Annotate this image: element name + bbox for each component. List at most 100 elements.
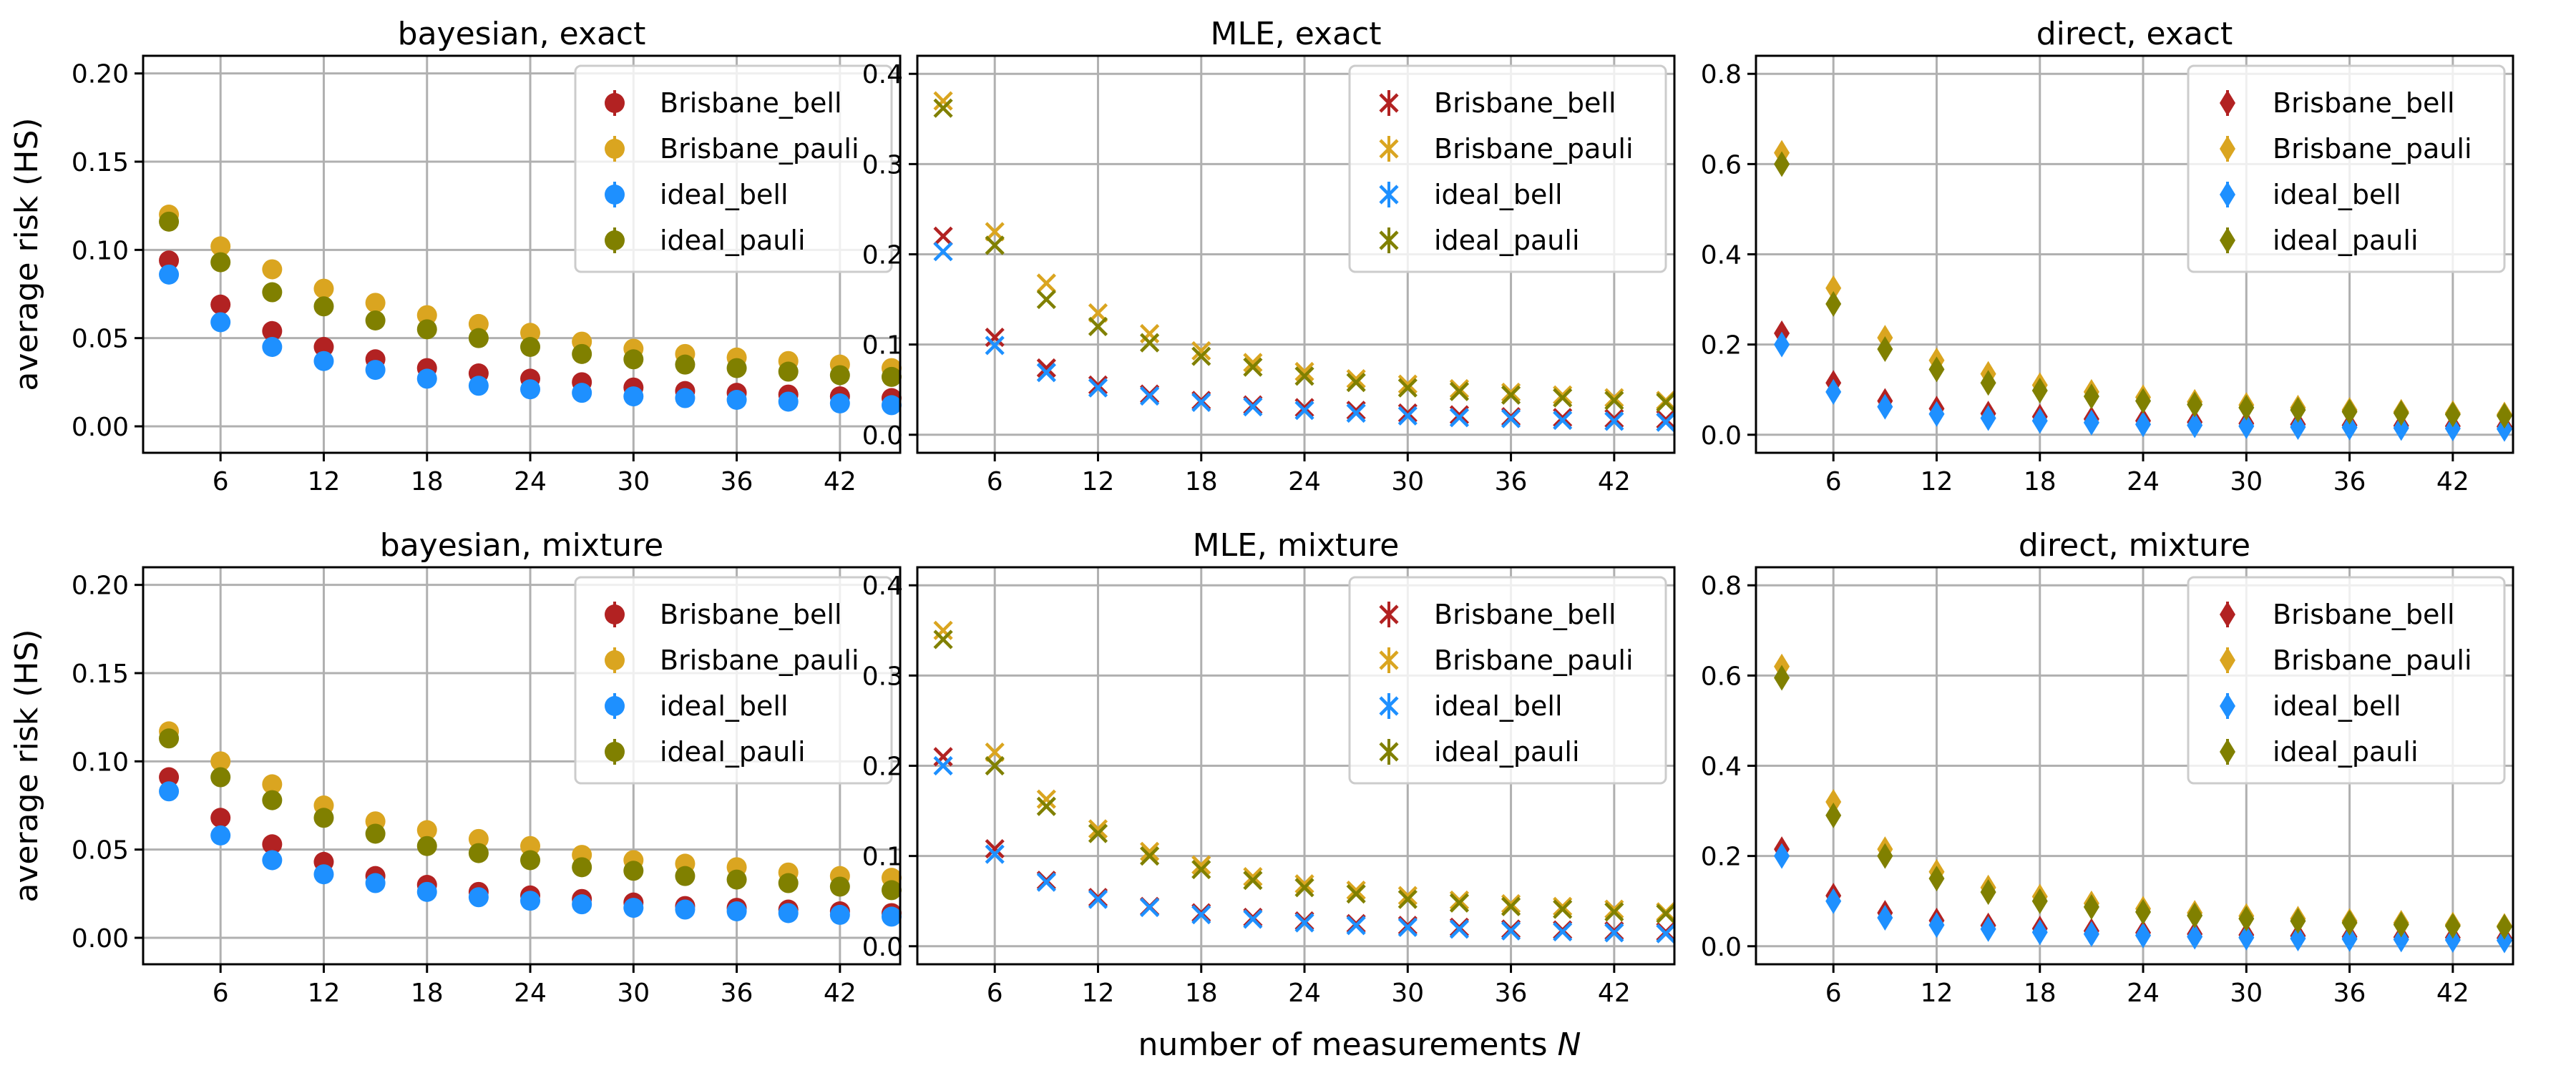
x-tick-label: 30 <box>1391 979 1424 1008</box>
data-point-ideal-bell <box>2083 921 2099 947</box>
data-point-brisbane-pauli-stroke-b <box>1294 361 1314 382</box>
data-point-brisbane-pauli <box>1140 323 1160 344</box>
y-tick-label: 0.4 <box>1701 753 1742 782</box>
data-point-ideal-pauli <box>1825 802 1842 828</box>
data-point-ideal-pauli-stroke-b <box>1656 392 1676 412</box>
data-point-brisbane-bell-stroke-b <box>985 838 1005 859</box>
legend-label: Brisbane_bell <box>1434 87 1616 119</box>
data-point-ideal-pauli <box>726 869 747 890</box>
x-tick-label: 24 <box>2127 979 2160 1008</box>
x-tick-label: 12 <box>308 979 341 1008</box>
data-point-ideal-pauli <box>1553 388 1573 408</box>
legend-label: Brisbane_pauli <box>2273 645 2472 676</box>
y-tick-label: 0.6 <box>1701 150 1742 180</box>
y-tick-label: 0.05 <box>72 325 129 354</box>
legend-box <box>574 64 893 273</box>
data-point-ideal-pauli <box>1980 879 1996 906</box>
data-point-ideal-bell <box>1774 843 1790 869</box>
data-point-ideal-pauli <box>210 252 231 273</box>
data-point-brisbane-pauli-stroke-b <box>1088 819 1108 839</box>
data-point-brisbane-pauli <box>365 293 386 313</box>
data-point-ideal-pauli-stroke-b <box>1140 846 1160 866</box>
legend-marker <box>1379 139 1399 159</box>
legend-marker <box>1379 604 1399 624</box>
data-point-ideal-bell-stroke-b <box>1140 897 1160 918</box>
data-point-ideal-pauli <box>416 836 437 856</box>
data-point-ideal-pauli <box>1191 859 1211 880</box>
legend-label: Brisbane_bell <box>1434 599 1616 630</box>
data-point-ideal-pauli <box>829 365 850 386</box>
data-point-ideal-pauli <box>2135 388 2152 414</box>
x-tick-label: 18 <box>411 979 444 1008</box>
data-point-ideal-pauli <box>1449 381 1470 401</box>
data-point-brisbane-pauli <box>1553 896 1573 916</box>
data-point-ideal-pauli <box>2083 383 2099 410</box>
data-point-brisbane-pauli-stroke-b <box>1191 340 1211 361</box>
legend-label: ideal_bell <box>2273 690 2401 722</box>
data-point-ideal-bell <box>1346 916 1366 936</box>
legend-label: ideal_bell <box>1434 690 1563 722</box>
data-point-ideal-pauli <box>1036 796 1056 816</box>
data-point-ideal-pauli <box>985 755 1005 776</box>
data-point-ideal-pauli <box>778 873 799 893</box>
plot-frame <box>142 54 902 454</box>
y-tick-label: 0.15 <box>72 148 129 177</box>
data-point-ideal-bell <box>572 894 592 915</box>
data-point-ideal-bell <box>2135 922 2152 949</box>
legend-marker <box>1379 742 1399 762</box>
panel-direct-mixture: direct, mixture 6 12 18 24 30 36 42 0.0 0.2 0.4 0.6… <box>1701 527 2514 1008</box>
data-point-brisbane-pauli-stroke-b <box>1397 886 1418 906</box>
x-tick-label: 24 <box>2127 467 2160 496</box>
data-point-ideal-pauli <box>2290 397 2306 423</box>
data-point-brisbane-pauli <box>210 751 231 772</box>
data-point-ideal-bell <box>313 351 334 371</box>
data-point-ideal-bell-stroke-b <box>1294 401 1314 421</box>
y-tick-label: 0.8 <box>1701 60 1742 89</box>
data-point-brisbane-pauli <box>1825 275 1842 301</box>
data-point-ideal-pauli <box>1397 889 1418 909</box>
data-point-ideal-pauli-stroke-b <box>1397 889 1418 909</box>
data-point-brisbane-pauli-stroke-b <box>933 620 953 640</box>
data-point-ideal-bell <box>1346 403 1366 423</box>
y-tick-label: 0.6 <box>1701 662 1742 691</box>
legend-label: ideal_pauli <box>660 736 806 768</box>
data-point-ideal-bell <box>933 242 953 262</box>
legend-marker <box>605 650 625 670</box>
data-point-ideal-pauli-stroke-b <box>1036 796 1056 816</box>
x-tick-label: 18 <box>1185 467 1218 496</box>
data-point-brisbane-bell <box>1036 358 1056 378</box>
data-point-ideal-pauli-stroke-b <box>1294 878 1314 898</box>
data-point-brisbane-bell <box>985 327 1005 348</box>
legend-marker <box>2220 90 2235 116</box>
data-point-ideal-pauli <box>1346 884 1366 904</box>
data-point-ideal-pauli <box>159 728 180 749</box>
data-point-ideal-pauli <box>468 328 489 348</box>
y-tick-label: 0.4 <box>862 60 903 89</box>
data-point-brisbane-pauli <box>933 620 953 640</box>
data-point-brisbane-pauli <box>1501 893 1521 914</box>
data-point-brisbane-pauli-stroke-b <box>933 91 953 111</box>
data-point-ideal-pauli-stroke-b <box>1449 893 1470 913</box>
legend-box <box>1348 64 1667 273</box>
data-point-ideal-pauli <box>2031 888 2048 914</box>
data-point-brisbane-bell <box>159 250 180 271</box>
data-point-ideal-bell-stroke-b <box>933 242 953 262</box>
data-point-brisbane-bell <box>1656 409 1676 429</box>
data-point-brisbane-bell <box>933 747 953 767</box>
legend-label: Brisbane_pauli <box>660 645 859 676</box>
x-tick-label: 30 <box>2230 979 2263 1008</box>
data-point-brisbane-bell <box>262 834 283 855</box>
data-point-ideal-pauli-stroke-b <box>1553 899 1573 919</box>
data-point-ideal-bell <box>1656 923 1676 944</box>
data-point-ideal-bell <box>726 901 747 921</box>
data-point-ideal-pauli <box>159 211 180 232</box>
panel-mle-exact: MLE, exact 6 12 18 24 30 36 42 0.0 0.1 0.2 0.3 0.4 Br… <box>862 16 1676 496</box>
data-point-ideal-pauli <box>2238 906 2255 932</box>
legend-label: Brisbane_bell <box>2273 599 2455 630</box>
x-tick-label: 36 <box>2333 979 2366 1008</box>
panel-bayesian-mixture: bayesian, mixture 6 12 18 24 30 36 42 0.00 0.05 0.… <box>9 527 902 1008</box>
x-tick-label: 6 <box>987 467 1003 496</box>
legend-marker <box>1379 650 1399 670</box>
